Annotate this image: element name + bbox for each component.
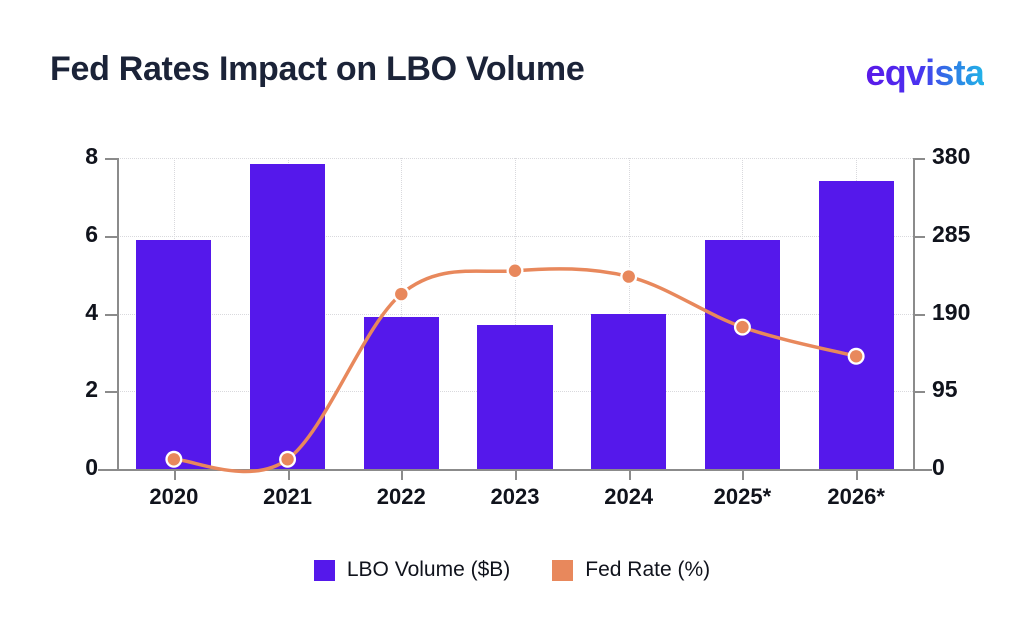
bar xyxy=(591,313,667,469)
y-axis-left-label: 2 xyxy=(85,376,98,403)
y-axis-right-label: 285 xyxy=(932,220,971,247)
legend-swatch-icon xyxy=(552,559,574,581)
x-axis-label: 2020 xyxy=(149,484,199,509)
data-point-marker xyxy=(167,453,181,466)
fed-rate-line xyxy=(172,267,858,474)
chart-legend: LBO Volume ($B) Fed Rate (%) xyxy=(0,558,1024,582)
y-axis-right-tick xyxy=(913,158,925,160)
y-axis-right-label: 380 xyxy=(932,143,971,169)
y-axis-left-label: 0 xyxy=(85,454,98,480)
brand-logo: eqvista xyxy=(865,52,985,93)
y-axis-left-label: 6 xyxy=(85,220,98,247)
x-axis-tick xyxy=(742,469,745,480)
y-axis-right-tick xyxy=(913,391,925,394)
y-axis-left-tick xyxy=(105,158,117,160)
y-axis-left xyxy=(117,158,119,471)
data-point-marker xyxy=(508,264,522,277)
data-point-marker xyxy=(849,350,863,363)
data-point-marker xyxy=(395,287,408,301)
y-axis-right-tick xyxy=(913,313,925,316)
data-point-marker xyxy=(736,320,749,334)
y-axis-left-tick xyxy=(105,235,117,238)
y-axis-left-label: 4 xyxy=(85,298,98,325)
y-axis-left-tick xyxy=(105,469,117,471)
legend-item-label: LBO Volume ($B) xyxy=(346,558,511,581)
fed-rate-markers xyxy=(165,262,865,468)
x-axis-label: 2025* xyxy=(713,484,772,509)
y-axis-right-label: 190 xyxy=(932,298,971,325)
x-axis-tick xyxy=(401,469,404,480)
line-series-fed-rate xyxy=(165,262,865,474)
y-axis-left-label: 8 xyxy=(85,143,98,169)
plot-area xyxy=(117,158,913,474)
bar xyxy=(704,239,780,469)
bar xyxy=(136,239,212,469)
gridline-vertical xyxy=(401,158,403,469)
x-axis-label: 2023 xyxy=(490,484,540,509)
data-point-marker xyxy=(281,453,294,466)
y-axis-right-tick xyxy=(913,469,925,471)
x-axis-tick xyxy=(173,469,176,480)
legend-item[interactable]: LBO Volume ($B) xyxy=(313,558,511,582)
page-title: Fed Rates Impact on LBO Volume xyxy=(50,50,585,88)
chart-header: Fed Rates Impact on LBO Volume eqvista xyxy=(0,0,1024,120)
bar xyxy=(363,317,439,469)
bar xyxy=(477,325,553,469)
y-axis-right-label: 95 xyxy=(932,376,958,403)
x-axis-tick xyxy=(287,469,290,480)
gridline-vertical xyxy=(515,158,516,469)
bar xyxy=(250,163,326,469)
legend-item-label: Fed Rate (%) xyxy=(585,558,711,581)
x-axis-label: 2021 xyxy=(263,484,313,509)
legend-item[interactable]: Fed Rate (%) xyxy=(552,558,710,582)
x-axis-tick xyxy=(628,469,631,480)
y-axis-left-tick xyxy=(105,313,117,316)
x-axis-label: 2022 xyxy=(376,484,426,509)
legend-swatch-icon xyxy=(313,559,335,581)
y-axis-right-label: 0 xyxy=(932,454,945,480)
y-axis-right-tick xyxy=(913,235,925,238)
x-axis-tick xyxy=(856,469,859,480)
x-axis-tick xyxy=(515,469,517,480)
x-axis-label: 2026* xyxy=(827,484,885,509)
data-point-marker xyxy=(622,270,635,283)
x-axis-label: 2024 xyxy=(604,484,654,509)
y-axis-left-tick xyxy=(105,391,117,394)
bar xyxy=(818,181,894,469)
